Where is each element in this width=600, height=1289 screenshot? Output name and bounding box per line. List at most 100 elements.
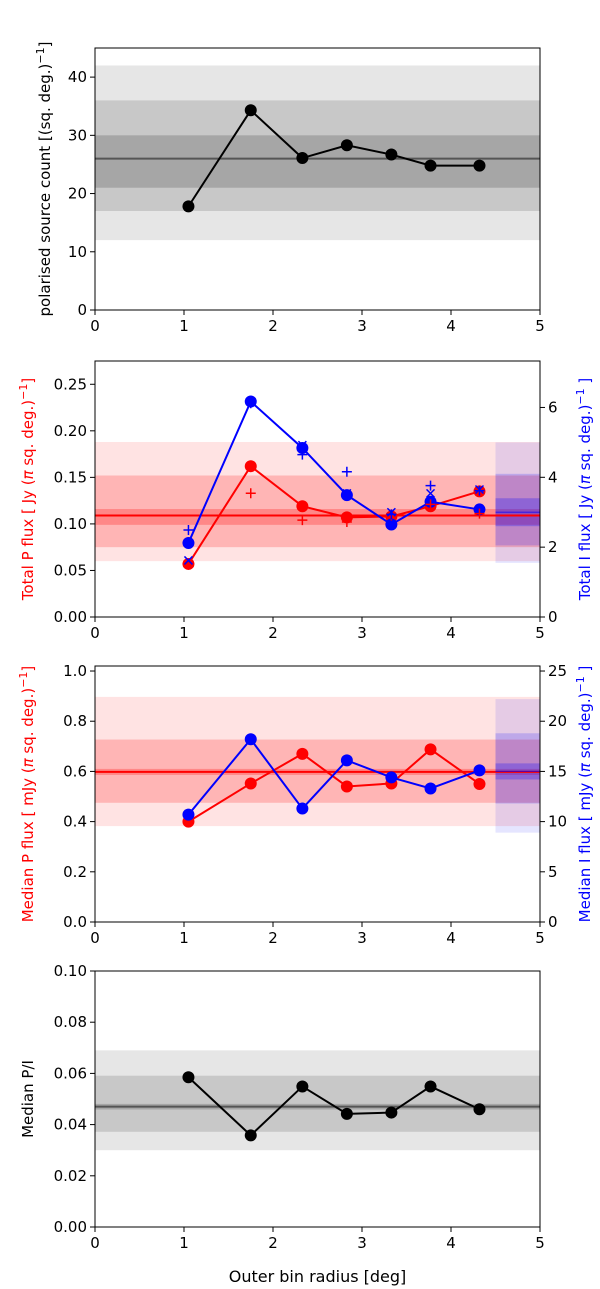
- p-flux-band-1: [95, 441, 540, 562]
- y-tick-label: 0.6: [63, 762, 87, 780]
- series-1-point: [296, 152, 309, 165]
- i-plus-marker: [341, 466, 352, 477]
- x-tick-label: 3: [357, 1234, 367, 1252]
- y-right-tick-label: 4: [548, 468, 558, 486]
- series-1-point: [473, 1103, 486, 1116]
- y-tick-label: 0.0: [63, 913, 87, 931]
- y-right-tick-label: 0: [548, 608, 558, 626]
- i-x-marker: [425, 488, 436, 498]
- x-tick-label: 0: [90, 929, 100, 947]
- i-plus-marker: [386, 509, 397, 520]
- reference-band-3: [95, 135, 540, 188]
- series-2-point: [473, 764, 486, 777]
- p-flux-band-1: [95, 696, 540, 827]
- y-right-axis-label: Median I flux [ mJy (π sq. deg.)−1 ]: [574, 666, 595, 923]
- series-1-point: [244, 1129, 257, 1142]
- x-tick-label: 4: [446, 1234, 456, 1252]
- x-tick-label: 1: [179, 929, 189, 947]
- p-flux-band-2: [95, 475, 540, 548]
- x-tick-label: 4: [446, 929, 456, 947]
- y-tick-label: 0.02: [54, 1167, 87, 1185]
- x-tick-label: 0: [90, 317, 100, 335]
- p-plus-marker: [245, 488, 256, 499]
- y-right-tick-label: 6: [548, 398, 558, 416]
- series-2-point: [424, 782, 437, 795]
- series-1-point: [424, 743, 437, 756]
- series-1-point: [182, 200, 195, 213]
- y-right-axis-label: Total I flux [ Jy (π sq. deg.)−1 ]: [574, 378, 595, 602]
- plot-frame: [94, 970, 541, 1228]
- x-tick-label: 4: [446, 317, 456, 335]
- y-tick-label: 0.15: [54, 468, 87, 486]
- series-2-point: [296, 441, 309, 454]
- y-tick-label: 40: [68, 68, 87, 86]
- i-plus-marker: [297, 449, 308, 460]
- y-axis-label: polarised source count [(sq. deg.)−1]: [34, 42, 55, 317]
- p-flux-bands: [95, 696, 540, 827]
- x-tick-label: 1: [179, 1234, 189, 1252]
- i-x-marker: [386, 507, 396, 517]
- i-plus-marker: [245, 398, 256, 409]
- x-tick-label: 2: [268, 317, 278, 335]
- panel-1: 0 1 2 3 4 5 0 10 20 30 40 polarised source count [(…: [34, 42, 545, 335]
- y-tick-label: 0.4: [63, 813, 87, 831]
- series-2-point: [244, 733, 257, 746]
- i-flux-bands: [495, 442, 540, 563]
- plot-frame: [94, 47, 541, 311]
- series-1-point: [385, 1106, 398, 1119]
- i-x-marker: [183, 555, 193, 565]
- y-tick-label: 0.00: [54, 608, 87, 626]
- x-tick-label: 3: [357, 624, 367, 642]
- y-right-tick-label: 0: [548, 913, 558, 931]
- x-tick-label: 2: [268, 1234, 278, 1252]
- x-tick-label: 3: [357, 929, 367, 947]
- panel-4: 0 1 2 3 4 5 0.00 0.02 0.04 0.06 0.08 0.10 Median P/I…: [19, 962, 545, 1286]
- series-1-point: [244, 460, 257, 473]
- y-tick-label: 0.8: [63, 712, 87, 730]
- series-2-point: [385, 771, 398, 784]
- y-axis-label: Median P/I: [19, 1060, 37, 1138]
- x-tick-label: 2: [268, 624, 278, 642]
- x-tick-label: 5: [535, 1234, 545, 1252]
- x-tick-label: 2: [268, 929, 278, 947]
- series-2-point: [182, 808, 195, 821]
- y-tick-label: 0: [77, 301, 87, 319]
- y-tick-label: 10: [68, 243, 87, 261]
- panel-2: 0 1 2 3 4 5 0.00 0.05 0.10 0.15 0.20 0.25 0 2 4 6 Total …: [17, 360, 595, 642]
- y-right-tick-label: 25: [548, 662, 567, 680]
- i-plus-marker: [183, 525, 194, 536]
- y-tick-label: 0.04: [54, 1116, 87, 1134]
- series-1-point: [296, 500, 309, 513]
- y-tick-label: 0.2: [63, 863, 87, 881]
- series-1-point: [296, 747, 309, 760]
- i-x-marker: [474, 484, 485, 495]
- i-flux-band-1: [495, 442, 540, 563]
- p-plus-marker: [474, 508, 485, 519]
- y-tick-label: 0.08: [54, 1013, 87, 1031]
- series-2-point: [340, 489, 353, 502]
- series-2-point: [296, 802, 309, 815]
- y-tick-label: 20: [68, 185, 87, 203]
- y-tick-label: 0.00: [54, 1218, 87, 1236]
- series-2-point: [340, 754, 353, 767]
- y-right-tick-label: 2: [548, 538, 558, 556]
- x-tick-label: 1: [179, 317, 189, 335]
- y-right-tick-label: 15: [548, 762, 567, 780]
- series-1-point: [340, 780, 353, 793]
- series-1-point: [340, 1107, 353, 1120]
- series-1-point: [182, 1071, 195, 1084]
- y-tick-label: 0.20: [54, 422, 87, 440]
- x-tick-label: 5: [535, 624, 545, 642]
- y-axis-label: Median P flux [ mJy (π sq. deg.)−1]: [17, 666, 38, 923]
- series-1-point: [296, 1080, 309, 1093]
- i-flux-band-1: [495, 699, 540, 833]
- series-2-point: [385, 518, 398, 531]
- series-1-point: [473, 159, 486, 172]
- i-flux-band-2: [495, 733, 540, 804]
- series-1-point: [182, 557, 195, 570]
- panel-3: 0 1 2 3 4 50.00.20.40.60.81.00510152025Median…: [17, 662, 595, 947]
- reference-bands: [95, 65, 540, 241]
- reference-band-2: [95, 1075, 540, 1132]
- plot-frame: [94, 665, 541, 923]
